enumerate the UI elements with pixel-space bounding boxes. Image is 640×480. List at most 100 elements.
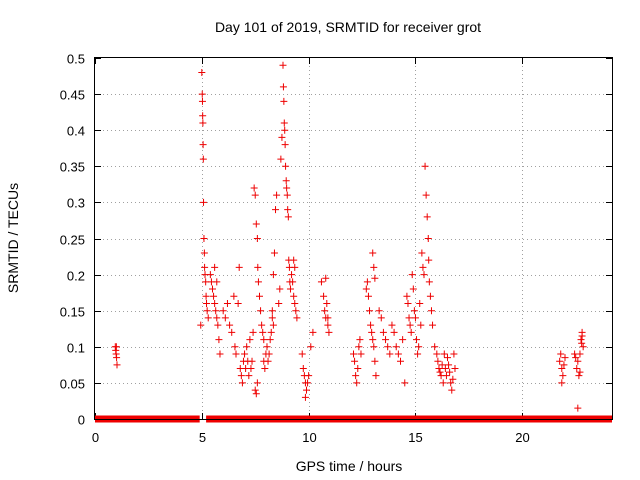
y-tick-label: 0.35 [60,160,85,175]
data-point [290,292,298,300]
data-point [268,314,276,322]
data-point [276,285,284,293]
data-point [203,307,211,315]
data-point [558,364,566,372]
data-point [264,357,272,365]
data-point [350,350,357,358]
data-point [363,278,371,286]
data-point [200,198,208,206]
data-point [375,307,383,315]
data-point [198,97,206,105]
data-point [362,285,370,293]
data-point [249,328,257,336]
data-point [231,343,239,351]
data-point [435,364,443,372]
data-point [399,336,407,344]
data-point [272,206,280,214]
data-point [286,285,294,293]
data-point [418,249,426,257]
x-tick-label: 5 [199,430,206,445]
y-tick-label: 0.5 [67,52,85,67]
data-point [353,379,361,387]
data-point [413,336,421,344]
data-point [439,379,447,387]
axis-ticks: 0 0.05 0.1 0.15 0.2 0.25 0.3 0.35 0.4 0.45 0.5 0 5 10… [60,52,612,445]
data-point [556,357,564,365]
data-point [298,350,306,358]
data-point [388,321,396,329]
data-point [370,343,378,351]
data-point [411,314,419,322]
data-points [95,61,612,423]
data-point [293,314,301,322]
data-point [303,386,310,394]
y-tick-label: 0.2 [67,269,85,284]
data-point [257,307,265,315]
data-point [415,343,423,351]
data-point [414,350,422,358]
data-point [576,350,584,358]
data-point [284,206,292,214]
data-point [577,336,585,344]
data-point [278,133,286,141]
data-point [199,119,207,127]
data-point [392,343,400,351]
data-point [213,278,221,286]
data-point [265,350,273,358]
data-point [245,372,253,380]
data-point [254,278,262,286]
data-point [268,307,276,315]
data-point [559,372,567,380]
data-point [113,361,121,369]
data-point [441,364,449,372]
data-point [394,350,402,358]
data-point [288,271,296,279]
data-point [410,307,418,315]
data-point [200,249,208,257]
data-point [366,307,374,315]
grid [95,58,612,419]
data-point [263,343,271,351]
data-point [291,263,299,271]
x-tick-label: 15 [408,430,422,445]
data-point [382,336,390,344]
data-point [409,285,417,293]
data-point [256,292,263,300]
data-point [403,292,411,300]
data-point [221,314,229,322]
data-point [267,328,275,336]
data-point [253,235,261,242]
data-point [451,364,459,372]
data-point [397,357,404,365]
data-point [273,191,281,199]
data-point [251,191,259,199]
data-point [200,235,208,242]
data-point [281,126,289,134]
data-point [367,321,375,329]
data-point [284,213,292,221]
x-tick-label: 20 [515,430,529,445]
data-point [416,299,424,307]
data-point [309,328,317,336]
data-point [427,307,435,315]
data-point [423,213,431,221]
data-point [579,343,587,351]
data-point [253,379,261,387]
data-point [445,361,453,369]
data-point [199,112,207,120]
data-point [390,328,398,336]
x-axis-title: GPS time / hours [296,458,403,474]
data-point [404,299,412,307]
data-point [576,368,584,376]
data-point [247,364,255,372]
data-point [289,278,297,286]
data-point [448,386,456,394]
data-point [558,379,566,387]
data-point [279,61,287,69]
data-point [575,372,583,380]
data-point [320,292,328,300]
data-point [282,177,290,185]
data-point [324,321,332,329]
data-point [270,249,278,257]
